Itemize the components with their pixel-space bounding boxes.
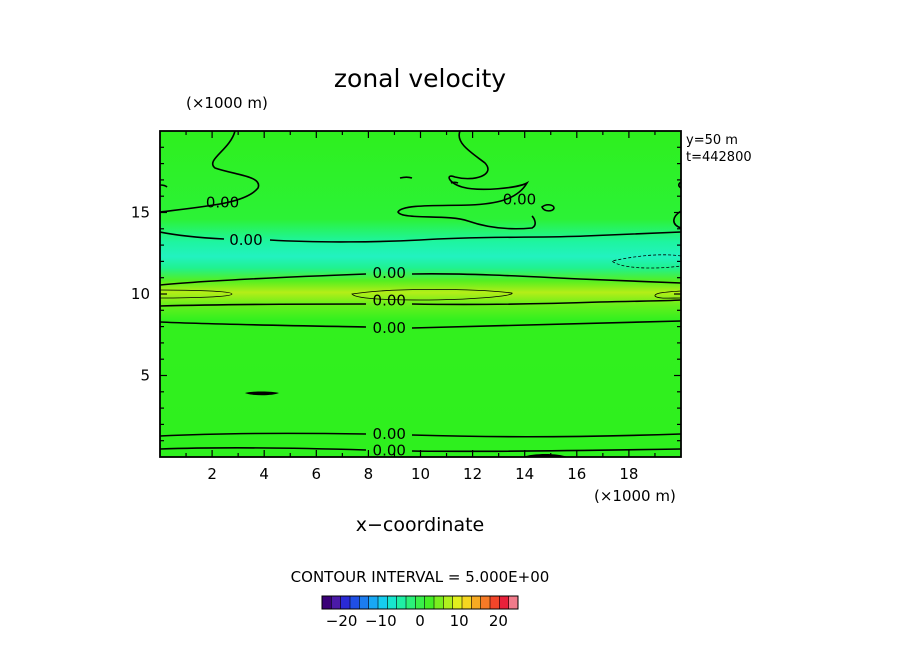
x-tick-label: 6 <box>312 465 322 483</box>
contour-line-jet-south <box>160 299 681 307</box>
colorbar-swatch <box>331 596 342 609</box>
contour-field: 0.000.000.000.000.000.000.000.00 <box>160 131 681 459</box>
colorbar-swatch <box>387 596 398 609</box>
x-tick-label: 4 <box>259 465 269 483</box>
contour-positive-left <box>160 289 233 299</box>
contour-line-top-4 <box>399 176 413 179</box>
colorbar-swatch <box>406 596 416 609</box>
x-tick-label: 14 <box>515 465 534 483</box>
x-axis-ticks: 2 4 6 8 10 12 14 16 18 <box>185 131 656 483</box>
colorbar-swatch <box>424 596 435 609</box>
contour-label: 0.00 <box>206 194 239 212</box>
colorbar-swatch <box>434 596 444 609</box>
colorbar-swatch <box>452 596 463 609</box>
colorbar-swatch <box>508 596 519 609</box>
x-tick-label: 10 <box>411 465 430 483</box>
colorbar-swatch <box>415 596 426 609</box>
x-axis-label: x−coordinate <box>356 514 485 536</box>
contour-line-south-2 <box>160 447 681 453</box>
chart-title: zonal velocity <box>334 64 506 93</box>
x-tick-label: 2 <box>207 465 217 483</box>
contour-line-top-5 <box>450 181 459 184</box>
colorbar-swatch <box>480 596 491 609</box>
x-tick-label: 16 <box>567 465 586 483</box>
field-background <box>160 131 681 457</box>
contour-positive-center <box>351 288 513 301</box>
contour-line-top-3 <box>397 131 536 230</box>
y-tick-label: 10 <box>131 285 150 303</box>
colorbar-swatch <box>368 596 379 609</box>
contour-label: 0.00 <box>229 231 262 249</box>
colorbar-swatch <box>462 596 472 609</box>
colorbar-swatch <box>471 596 482 609</box>
y-tick-label: 15 <box>131 204 150 222</box>
colorbar-tick-label: 0 <box>415 612 425 630</box>
colorbar-swatch <box>396 596 407 609</box>
y-axis-ticks: 5 10 15 <box>131 146 681 442</box>
contour-line-mid <box>160 320 681 329</box>
colorbar-swatch <box>378 596 388 609</box>
contour-lines <box>160 131 681 453</box>
colorbar-tick-label: 10 <box>450 612 469 630</box>
colorbar-swatch <box>340 596 351 609</box>
contour-line-jet-north <box>160 273 681 286</box>
colorbar-tick-label: −10 <box>365 612 397 630</box>
info-line-y: y=50 m <box>686 133 738 148</box>
x-tick-label: 12 <box>463 465 482 483</box>
colorbar-frame <box>321 595 519 610</box>
y-unit-label: (×1000 m) <box>186 94 268 112</box>
contour-label: 0.00 <box>373 319 406 337</box>
colorbar-swatch <box>359 596 370 609</box>
colorbar-swatch <box>443 596 454 609</box>
info-line-t: t=442800 <box>686 150 752 165</box>
contour-interval-label: CONTOUR INTERVAL = 5.000E+00 <box>291 568 550 586</box>
contour-line-top-1 <box>160 131 260 213</box>
contour-label: 0.00 <box>373 441 406 459</box>
x-unit-label: (×1000 m) <box>594 487 676 505</box>
contour-blob-small <box>245 391 279 396</box>
contour-positive-right <box>654 290 681 299</box>
x-tick-label: 8 <box>364 465 374 483</box>
contour-thin-lines <box>160 254 681 301</box>
contour-label: 0.00 <box>373 292 406 310</box>
contour-label: 0.00 <box>503 190 536 208</box>
contour-label: 0.00 <box>373 264 406 282</box>
y-tick-label: 5 <box>140 367 150 385</box>
colorbar-swatch <box>499 596 510 609</box>
contour-label-layer: 0.000.000.000.000.000.000.000.00 <box>206 190 536 459</box>
contour-line-top-6 <box>541 203 555 212</box>
contour-line-south-1 <box>160 432 681 438</box>
colorbar-swatch <box>490 596 500 609</box>
colorbar-swatch <box>322 596 332 609</box>
colorbar-tick-label: 20 <box>489 612 508 630</box>
colorbar-tick-label: −20 <box>326 612 358 630</box>
x-tick-label: 18 <box>619 465 638 483</box>
contour-line-top-2 <box>160 184 168 188</box>
colorbar-swatch <box>350 596 360 609</box>
contour-label: 0.00 <box>373 425 406 443</box>
colorbar: −20 −10 0 10 20 <box>321 595 519 630</box>
contour-line-upper-band <box>160 231 681 243</box>
